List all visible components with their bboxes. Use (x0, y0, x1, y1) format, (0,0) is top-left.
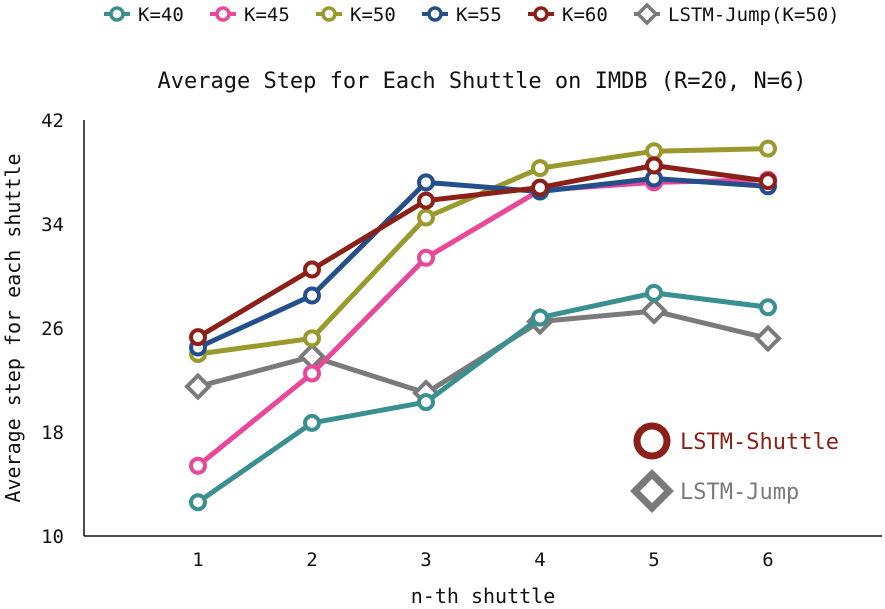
series-k-55 (189, 169, 777, 357)
legend-item-k-45: K=45 (210, 4, 290, 26)
series-line (195, 163, 771, 340)
data-point (754, 324, 782, 353)
series-k-60 (189, 156, 777, 347)
legend-label: K=45 (244, 4, 290, 26)
legend-item-k-60: K=60 (528, 4, 608, 26)
annotation-box: LSTM-Shuttle LSTM-Jump (630, 422, 839, 513)
y-tick-label: 10 (41, 526, 64, 548)
series-line (195, 177, 771, 469)
data-point (531, 178, 549, 197)
legend-marker (215, 6, 231, 22)
data-point (303, 260, 321, 279)
x-axis-label: n-th shuttle (411, 584, 556, 608)
data-point (189, 456, 207, 475)
x-tick-label: 1 (192, 549, 203, 571)
legend-item-k-55: K=55 (422, 4, 502, 26)
legend-item-lstm-jump-k-50: LSTM-Jump(K=50) (634, 2, 840, 26)
y-axis-label: Average step for each shuttle (1, 153, 25, 502)
annotation-lstm-jump: LSTM-Jump (630, 469, 799, 513)
data-point (417, 191, 435, 210)
series-k-50 (189, 139, 777, 363)
legend-marker (321, 6, 337, 22)
annotation-label: LSTM-Shuttle (680, 430, 839, 455)
series-line (195, 176, 771, 350)
x-tick-label: 6 (762, 549, 773, 571)
data-point (189, 328, 207, 347)
data-point (417, 173, 435, 192)
data-point (417, 208, 435, 227)
x-tick-label: 5 (648, 549, 659, 571)
legend: K=40 K=45 K=50 K=55 K=60 LSTM-Jump(K=50) (104, 2, 840, 26)
data-point (417, 248, 435, 267)
annotation-lstm-shuttle: LSTM-Shuttle (633, 422, 839, 460)
legend-label: LSTM-Jump(K=50) (668, 4, 840, 26)
series-line (195, 290, 771, 505)
x-tick-label: 4 (534, 549, 545, 571)
legend-marker (533, 6, 549, 22)
data-point (645, 142, 663, 161)
data-point (640, 297, 668, 325)
data-point (184, 372, 212, 401)
data-point (759, 172, 777, 191)
series-line (195, 308, 771, 396)
plot-area (184, 139, 782, 512)
legend-label: K=55 (456, 4, 502, 26)
chart-title: Average Step for Each Shuttle on IMDB (R… (157, 69, 806, 94)
x-ticks: 1 2 3 4 5 6 (192, 549, 773, 571)
legend-marker (635, 2, 659, 26)
legend-item-k-40: K=40 (104, 4, 184, 26)
data-point (759, 139, 777, 158)
y-tick-label: 34 (41, 214, 64, 236)
legend-label: K=40 (138, 4, 184, 26)
data-point (189, 493, 207, 512)
data-point (417, 393, 435, 412)
y-tick-label: 42 (41, 110, 64, 132)
series-k-40 (189, 283, 777, 512)
legend-marker (109, 6, 125, 22)
data-point (303, 329, 321, 348)
data-point (303, 364, 321, 383)
data-point (303, 286, 321, 305)
annotation-marker (630, 469, 674, 513)
data-point (531, 308, 549, 327)
annotation-marker (633, 422, 671, 460)
y-tick-label: 18 (41, 422, 64, 444)
data-point (645, 283, 663, 302)
legend-marker (427, 6, 443, 22)
data-point (303, 413, 321, 432)
legend-item-k-50: K=50 (316, 4, 396, 26)
legend-label: K=60 (562, 4, 608, 26)
x-tick-label: 2 (306, 549, 317, 571)
annotation-label: LSTM-Jump (680, 480, 799, 505)
legend-label: K=50 (350, 4, 396, 26)
y-tick-label: 26 (41, 318, 64, 340)
series-k-45 (189, 170, 777, 475)
x-tick-label: 3 (420, 549, 431, 571)
data-point (759, 298, 777, 317)
data-point (531, 159, 549, 178)
series-lstm-jump-k-50 (184, 297, 782, 407)
data-point (645, 156, 663, 175)
axes (83, 120, 882, 537)
y-ticks: 10 18 26 34 42 (41, 110, 64, 548)
